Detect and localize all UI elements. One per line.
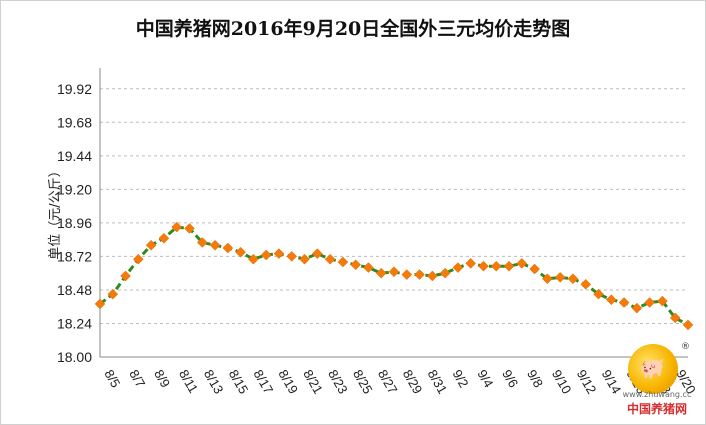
data-point bbox=[414, 269, 425, 280]
x-tick-label: 9/4 bbox=[474, 367, 496, 390]
data-point bbox=[465, 258, 477, 269]
x-tick-label: 9/12 bbox=[574, 367, 600, 396]
registered-mark: ® bbox=[681, 342, 690, 352]
data-point bbox=[311, 248, 323, 259]
x-tick-label: 8/11 bbox=[176, 367, 201, 396]
chart-title: 中国养猪网2016年9月20日全国外三元均价走势图 bbox=[135, 18, 571, 40]
x-tick-label: 8/23 bbox=[325, 367, 351, 396]
data-point bbox=[158, 232, 170, 244]
y-tick-label: 18.72 bbox=[57, 248, 92, 264]
logo-badge bbox=[628, 344, 678, 394]
x-tick-label: 9/6 bbox=[499, 367, 521, 390]
watermark-logo: 🐖 ® www.zhuwang.cc 中国养猪网 bbox=[618, 342, 698, 422]
data-point bbox=[337, 256, 349, 268]
x-tick-label: 8/9 bbox=[151, 367, 173, 390]
x-tick-label: 9/10 bbox=[549, 367, 575, 396]
data-point bbox=[580, 278, 592, 290]
data-point bbox=[478, 260, 489, 272]
data-point bbox=[260, 249, 272, 261]
data-point bbox=[657, 295, 668, 307]
data-point bbox=[120, 270, 131, 282]
y-tick-label: 18.00 bbox=[57, 349, 92, 365]
y-tick-label: 19.20 bbox=[57, 181, 92, 197]
data-point bbox=[388, 266, 400, 278]
data-point bbox=[644, 297, 656, 308]
data-point bbox=[618, 297, 630, 308]
pig-icon: 🐖 bbox=[640, 356, 665, 380]
y-axis-label: 单位（元/公斤） bbox=[48, 164, 64, 260]
data-point bbox=[631, 302, 643, 314]
data-point bbox=[567, 273, 579, 285]
data-point bbox=[593, 288, 604, 300]
x-tick-label: 8/19 bbox=[275, 367, 301, 396]
data-point bbox=[669, 312, 681, 324]
data-point bbox=[171, 221, 183, 233]
logo-url: www.zhuwang.cc bbox=[622, 390, 692, 399]
data-point bbox=[363, 262, 374, 273]
data-point bbox=[375, 267, 387, 279]
data-point bbox=[324, 253, 336, 265]
x-tick-label: 8/17 bbox=[251, 367, 277, 396]
data-point bbox=[248, 253, 259, 265]
data-point bbox=[273, 248, 285, 259]
x-tick-label: 9/2 bbox=[449, 367, 471, 390]
x-tick-label: 8/13 bbox=[201, 367, 227, 396]
x-tick-label: 8/25 bbox=[350, 367, 376, 396]
data-point bbox=[516, 258, 528, 269]
data-point bbox=[350, 259, 362, 271]
data-point bbox=[605, 294, 617, 306]
data-point bbox=[554, 272, 566, 283]
data-point bbox=[196, 237, 208, 248]
data-point bbox=[439, 267, 451, 279]
x-tick-label: 8/5 bbox=[101, 367, 123, 390]
data-point bbox=[682, 319, 694, 331]
x-tick-label: 8/15 bbox=[226, 367, 252, 396]
y-tick-label: 19.44 bbox=[57, 148, 92, 164]
data-point bbox=[209, 239, 221, 251]
data-point bbox=[529, 263, 540, 275]
data-point bbox=[132, 253, 144, 265]
data-point bbox=[426, 270, 438, 282]
data-point bbox=[503, 260, 515, 272]
data-point bbox=[542, 273, 553, 285]
y-tick-label: 19.68 bbox=[57, 114, 92, 130]
data-point bbox=[401, 269, 413, 280]
data-point bbox=[235, 246, 246, 258]
data-point bbox=[184, 223, 195, 234]
data-point bbox=[490, 260, 502, 272]
data-point bbox=[107, 288, 119, 300]
x-tick-label: 8/27 bbox=[375, 367, 401, 396]
y-tick-label: 19.92 bbox=[57, 81, 92, 97]
data-point bbox=[286, 251, 298, 262]
logo-name: 中国养猪网 bbox=[626, 402, 687, 416]
x-tick-label: 9/8 bbox=[524, 367, 546, 390]
x-tick-label: 8/29 bbox=[400, 367, 426, 396]
data-point bbox=[452, 262, 464, 273]
y-tick-label: 18.48 bbox=[57, 282, 92, 298]
data-point bbox=[94, 298, 106, 310]
x-tick-label: 8/7 bbox=[126, 367, 148, 390]
data-point bbox=[222, 242, 234, 254]
data-point bbox=[299, 253, 310, 265]
y-tick-label: 18.96 bbox=[57, 215, 92, 231]
x-tick-label: 8/31 bbox=[425, 367, 451, 396]
x-tick-label: 8/21 bbox=[300, 367, 326, 396]
y-tick-label: 18.24 bbox=[57, 315, 92, 331]
data-point bbox=[145, 239, 157, 251]
